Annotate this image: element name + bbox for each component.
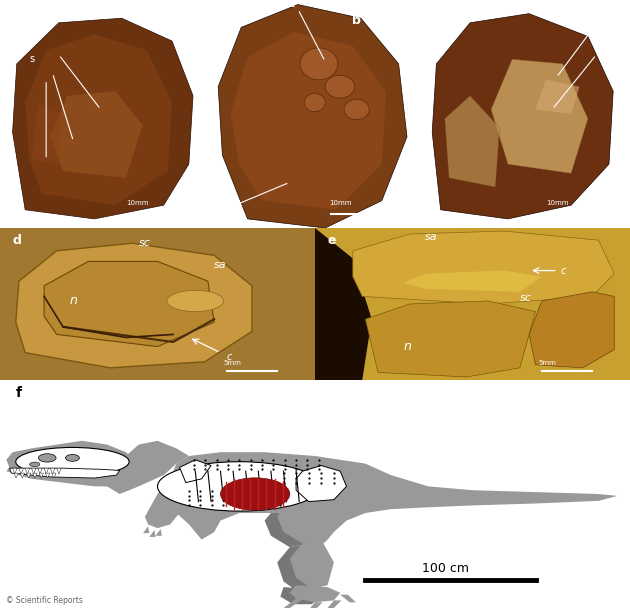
Polygon shape [290,540,334,589]
Polygon shape [13,468,17,474]
Polygon shape [365,301,536,377]
Polygon shape [315,228,630,380]
Polygon shape [16,243,252,368]
Text: s: s [600,5,605,16]
Polygon shape [50,468,55,474]
Polygon shape [145,486,183,528]
Text: e: e [328,234,336,247]
Polygon shape [9,468,120,478]
Polygon shape [180,460,211,483]
Polygon shape [52,473,56,478]
Polygon shape [6,441,139,486]
Polygon shape [0,228,315,380]
Polygon shape [536,80,580,114]
Polygon shape [13,18,193,219]
Ellipse shape [30,462,40,467]
Polygon shape [315,228,372,380]
Text: 5mm: 5mm [224,360,241,366]
Polygon shape [45,473,50,478]
Polygon shape [491,60,588,173]
Polygon shape [39,473,43,478]
Text: d: d [13,234,21,247]
Polygon shape [265,502,315,547]
Polygon shape [44,468,49,474]
Ellipse shape [304,94,325,112]
Polygon shape [280,587,321,604]
Polygon shape [32,103,63,164]
Text: c: c [430,9,437,22]
Polygon shape [19,468,23,474]
Polygon shape [328,601,341,608]
Polygon shape [277,544,321,593]
Ellipse shape [220,478,290,510]
Polygon shape [33,473,37,478]
Text: n: n [69,294,77,307]
Text: c: c [227,352,232,362]
Text: s: s [30,54,35,64]
Text: s: s [227,202,232,212]
Ellipse shape [300,48,338,80]
Polygon shape [25,468,30,474]
Polygon shape [156,529,162,536]
Polygon shape [353,231,614,304]
Polygon shape [149,530,156,537]
Polygon shape [32,468,36,474]
Polygon shape [20,473,25,478]
Text: r: r [30,33,33,43]
Text: c: c [561,266,566,275]
Polygon shape [6,468,120,486]
Polygon shape [403,271,542,292]
Polygon shape [25,34,172,206]
Ellipse shape [325,75,355,98]
Text: f: f [16,386,22,400]
Ellipse shape [344,99,369,120]
Polygon shape [296,466,346,502]
Text: r: r [600,42,605,52]
Polygon shape [231,32,386,210]
Text: 100 cm: 100 cm [422,562,469,575]
Ellipse shape [38,454,56,462]
Polygon shape [529,292,614,368]
Polygon shape [445,96,500,187]
Polygon shape [277,498,328,544]
Ellipse shape [167,290,224,311]
Text: n: n [403,340,411,353]
Text: sc: sc [139,238,151,248]
Polygon shape [340,595,356,603]
Polygon shape [284,598,304,608]
Polygon shape [26,473,31,478]
Polygon shape [432,14,613,219]
Text: 10mm: 10mm [329,200,352,206]
Polygon shape [38,468,42,474]
Ellipse shape [66,455,79,461]
Polygon shape [44,261,214,347]
Polygon shape [218,4,407,228]
Text: b: b [352,14,362,27]
Text: c: c [290,0,295,9]
Text: sa: sa [214,260,227,269]
Polygon shape [290,585,340,603]
Polygon shape [50,91,142,178]
Polygon shape [14,473,18,478]
Polygon shape [57,468,61,474]
Text: a: a [11,9,19,22]
Text: 10mm: 10mm [126,200,149,206]
Text: 10mm: 10mm [546,200,568,206]
Text: 5mm: 5mm [539,360,556,366]
Polygon shape [107,441,189,494]
Polygon shape [143,527,149,533]
Ellipse shape [158,461,321,511]
Text: © Scientific Reports: © Scientific Reports [6,596,83,606]
Text: sa: sa [425,232,438,242]
Polygon shape [170,452,617,551]
Polygon shape [309,603,323,608]
Ellipse shape [16,447,129,476]
Text: sc: sc [520,293,532,303]
